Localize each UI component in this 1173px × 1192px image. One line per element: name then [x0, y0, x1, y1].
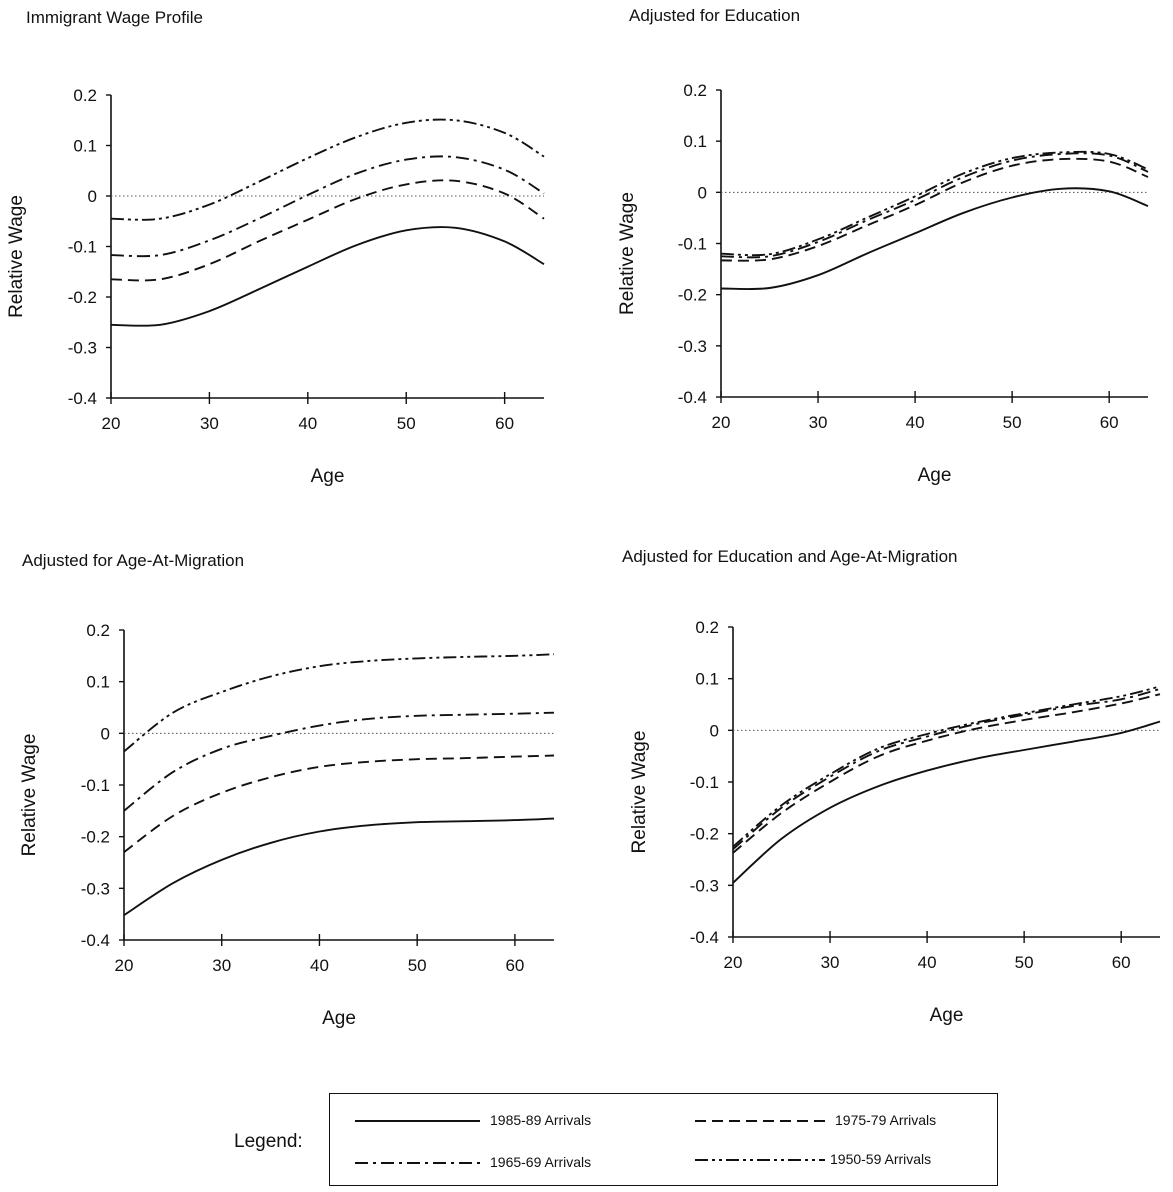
panel-title-4: Adjusted for Education and Age-At-Migrat… — [622, 547, 958, 566]
series-line-1965-69-arrivals — [720, 152, 1149, 259]
series-line-1975-79-arrivals — [123, 754, 555, 853]
y-tick-label: -0.1 — [678, 235, 707, 254]
series-line-1985-89-arrivals — [123, 817, 555, 916]
legend-item: 1965-69 Arrivals — [355, 1154, 591, 1170]
legend-prefix: Legend: — [234, 1131, 303, 1152]
y-tick-label: -0.3 — [690, 876, 719, 895]
chart-canvas: 0.2 0.1 0 -0.1 -0.2 -0.3 -0.4 20 30 40 50 60 Age Rela… — [6, 81, 1161, 1029]
y-tick-label: -0.1 — [81, 776, 110, 795]
panel-title-1: Immigrant Wage Profile — [26, 8, 203, 27]
x-tick-label: 20 — [712, 413, 731, 432]
x-tick-label: 40 — [310, 956, 329, 975]
series-line-1950-59-arrivals — [110, 118, 545, 221]
legend-svg: 1985-89 Arrivals 1975-79 Arrivals 1965-69 … — [355, 1112, 936, 1170]
x-tick-label: 20 — [102, 414, 121, 433]
y-tick-label: -0.3 — [81, 879, 110, 898]
y-tick-label: -0.4 — [690, 928, 719, 947]
y-tick-label: -0.2 — [68, 288, 97, 307]
y-tick-label: 0 — [101, 724, 110, 743]
series-line-1965-69-arrivals — [123, 711, 555, 812]
y-tick-label: 0.2 — [683, 81, 707, 100]
series-line-1950-59-arrivals — [732, 685, 1161, 848]
x-tick-label: 20 — [724, 953, 743, 972]
legend-label: 1950-59 Arrivals — [830, 1151, 931, 1167]
y-tick-label: 0.1 — [695, 670, 719, 689]
series-line-1975-79-arrivals — [732, 693, 1161, 854]
legend-item: 1950-59 Arrivals — [695, 1151, 931, 1167]
x-tick-label: 60 — [495, 414, 514, 433]
series-line-1975-79-arrivals — [720, 157, 1149, 262]
y-tick-label: 0.1 — [86, 673, 110, 692]
y-tick-label: 0 — [88, 187, 97, 206]
panel-title-3: Adjusted for Age-At-Migration — [22, 551, 245, 570]
chart-panel-4: 0.2 0.1 0 -0.1 -0.2 -0.3 -0.4 20 30 40 50 60 Age Rela… — [629, 618, 1161, 1026]
chart-panel-1: 0.2 0.1 0 -0.1 -0.2 -0.3 -0.4 20 30 40 50 60 Age Rela… — [6, 86, 545, 487]
y-tick-label: 0.1 — [683, 132, 707, 151]
x-axis-label: Age — [930, 1005, 964, 1026]
x-tick-label: 30 — [809, 413, 828, 432]
x-tick-label: 50 — [1003, 413, 1022, 432]
y-tick-label: 0 — [710, 721, 719, 740]
y-tick-label: -0.3 — [68, 339, 97, 358]
y-tick-label: -0.1 — [68, 238, 97, 257]
x-tick-label: 60 — [1112, 953, 1131, 972]
series-line-1950-59-arrivals — [123, 653, 555, 753]
y-axis-label: Relative Wage — [629, 731, 650, 854]
legend-item: 1985-89 Arrivals — [355, 1112, 591, 1128]
x-tick-label: 50 — [1015, 953, 1034, 972]
series-line-1975-79-arrivals — [110, 179, 545, 282]
y-axis-label: Relative Wage — [617, 192, 638, 315]
y-axis-label: Relative Wage — [6, 195, 27, 318]
x-tick-label: 30 — [212, 956, 231, 975]
y-tick-label: -0.2 — [690, 825, 719, 844]
series-line-1985-89-arrivals — [732, 720, 1161, 884]
y-tick-label: -0.4 — [68, 389, 97, 408]
y-tick-label: -0.3 — [678, 337, 707, 356]
y-tick-label: -0.4 — [678, 388, 707, 407]
x-tick-label: 30 — [200, 414, 219, 433]
x-tick-label: 30 — [821, 953, 840, 972]
series-line-1950-59-arrivals — [720, 150, 1149, 257]
legend-item: 1975-79 Arrivals — [695, 1112, 936, 1128]
y-tick-label: 0.2 — [73, 86, 97, 105]
series-line-1985-89-arrivals — [110, 226, 545, 327]
y-tick-label: -0.2 — [81, 828, 110, 847]
series-line-1965-69-arrivals — [110, 155, 545, 258]
x-tick-label: 60 — [505, 956, 524, 975]
y-tick-label: 0 — [698, 183, 707, 202]
chart-panel-2: 0.2 0.1 0 -0.1 -0.2 -0.3 -0.4 20 30 40 50 60 Age Rela… — [617, 81, 1149, 486]
x-axis-label: Age — [311, 466, 345, 487]
y-tick-label: 0.2 — [86, 621, 110, 640]
x-tick-label: 50 — [397, 414, 416, 433]
legend-label: 1985-89 Arrivals — [490, 1112, 591, 1128]
x-axis-label: Age — [322, 1008, 356, 1029]
y-tick-label: 0.1 — [73, 137, 97, 156]
x-tick-label: 20 — [115, 956, 134, 975]
panel-title-2: Adjusted for Education — [629, 6, 801, 25]
x-tick-label: 60 — [1100, 413, 1119, 432]
y-tick-label: 0.2 — [695, 618, 719, 637]
chart-panel-3: 0.2 0.1 0 -0.1 -0.2 -0.3 -0.4 20 30 40 50 60 Age Rela… — [19, 621, 555, 1029]
legend-label: 1975-79 Arrivals — [835, 1112, 936, 1128]
x-tick-label: 40 — [298, 414, 317, 433]
x-axis-label: Age — [918, 465, 952, 486]
y-axis-label: Relative Wage — [19, 734, 40, 857]
y-tick-label: -0.2 — [678, 286, 707, 305]
legend-label: 1965-69 Arrivals — [490, 1154, 591, 1170]
series-line-1965-69-arrivals — [732, 688, 1161, 850]
y-tick-label: -0.4 — [81, 931, 110, 950]
x-tick-label: 50 — [408, 956, 427, 975]
series-line-1985-89-arrivals — [720, 187, 1149, 291]
legend-box: 1985-89 Arrivals 1975-79 Arrivals 1965-69 … — [329, 1093, 998, 1186]
x-tick-label: 40 — [906, 413, 925, 432]
y-tick-label: -0.1 — [690, 773, 719, 792]
x-tick-label: 40 — [918, 953, 937, 972]
